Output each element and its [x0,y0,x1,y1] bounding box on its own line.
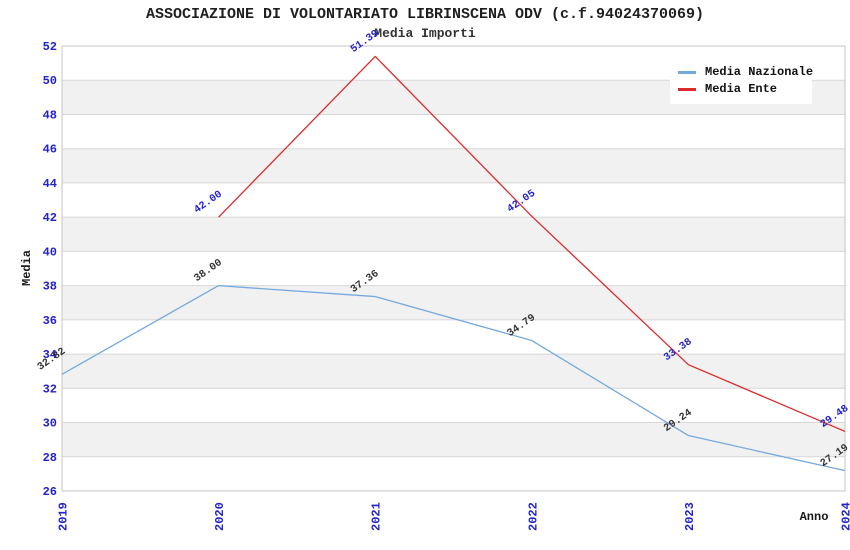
y-tick-label: 32 [43,382,57,396]
grid-band [62,422,845,457]
y-tick-label: 36 [43,314,57,328]
y-tick-label: 26 [43,485,57,499]
grid-band [62,114,845,149]
legend-line-swatch-red [678,87,696,91]
x-tick-label: 2021 [370,502,384,531]
grid-band [62,217,845,252]
y-tick-label: 38 [43,280,57,294]
grid-band [62,182,845,218]
y-tick-label: 34 [43,348,57,362]
y-tick-label: 50 [43,74,57,88]
legend-item-media-ente: Media Ente [678,81,812,97]
series-line-media-ente [218,55,846,433]
x-axis-title: Anno [800,510,829,524]
series-line-media-nazionale [61,284,846,472]
y-tick-label: 28 [43,451,57,465]
grid-band [62,388,845,423]
legend: Media Nazionale Media Ente [670,57,814,104]
x-tick-label: 2019 [57,502,71,531]
y-axis-title: Media [20,250,34,286]
y-tick-label: 46 [43,143,57,157]
y-tick-label: 52 [43,40,57,54]
legend-line-swatch-blue [678,70,696,74]
legend-item-media-nazionale: Media Nazionale [678,64,814,80]
y-tick-label: 40 [43,245,57,259]
legend-label: Media Ente [705,82,778,96]
grid-band [62,319,845,355]
y-tick-label: 44 [43,177,57,191]
x-tick-label: 2023 [683,502,697,531]
x-tick-label: 2022 [526,502,540,531]
grid-band [62,285,845,320]
y-tick-label: 42 [43,211,57,225]
legend-label: Media Nazionale [705,65,814,79]
x-tick-label: 2020 [213,502,227,531]
grid-band [62,354,845,389]
plot-area: 26 28 30 32 34 36 38 40 42 44 46 48 50 52 2019 2020 2021… [35,28,850,531]
grid-band [62,148,845,183]
y-tick-label: 30 [43,417,57,431]
plot-border [61,45,846,492]
grid-band [62,251,845,286]
y-tick-label: 48 [43,108,57,122]
chart-title: ASSOCIAZIONE DI VOLONTARIATO LIBRINSCENA… [145,6,705,23]
chart-subtitle: Media Importi [374,26,476,41]
grid-band [62,456,845,491]
x-tick-label: 2024 [840,502,850,531]
